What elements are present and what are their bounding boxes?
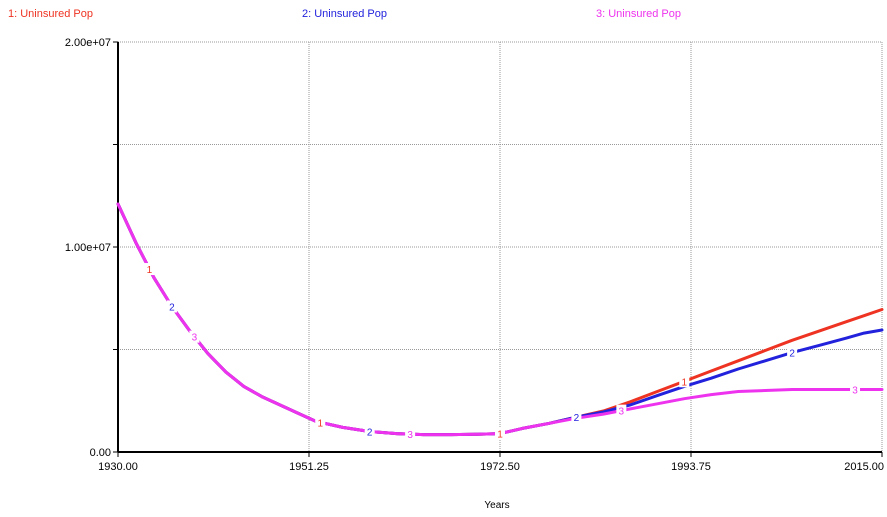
x-axis-title: Years [484,500,509,511]
series-1-marker: 1 [497,430,503,441]
series-3-marker: 3 [619,407,625,418]
series-1-marker-bg [315,416,326,429]
series-1-marker-bg [144,263,155,276]
x-tick-label: 2015.00 [844,461,884,473]
series-2-marker: 2 [574,413,580,424]
series-2-marker: 2 [169,302,175,313]
series-3-line [116,202,884,437]
x-tick-label: 1951.25 [289,461,329,473]
y-tick-label: 1.00e+07 [65,242,111,254]
series-layer: 1 1 1 1 2 2 2 2 3 3 3 3 [116,202,884,441]
series-1-marker: 1 [681,377,687,388]
series-2-marker: 2 [789,349,795,360]
series-2-marker-bg [787,346,798,359]
series-3-marker: 3 [852,385,858,396]
series-1-marker: 1 [147,265,153,276]
series-2-marker: 2 [367,428,373,439]
axes [113,41,883,457]
series-3-marker-bg [850,383,861,396]
x-tick-label: 1972.50 [480,461,520,473]
series-2-marker-bg [166,300,177,313]
legend: 1: Uninsured Pop 2: Uninsured Pop 3: Unins… [8,8,681,20]
legend-entry-3: 3: Uninsured Pop [596,8,681,20]
grid [118,41,883,452]
series-3-marker: 3 [192,333,198,344]
legend-entry-1: 1: Uninsured Pop [8,8,93,20]
x-tick-label: 1930.00 [98,461,138,473]
series-1-marker-bg [495,427,505,440]
series-3-marker: 3 [407,430,413,441]
y-tick-label: 0.00 [90,447,111,459]
series-1-marker: 1 [317,418,323,429]
series-3-marker-bg [189,330,200,343]
series-1-marker-bg [679,375,690,388]
x-tick-label: 1993.75 [671,461,711,473]
tick-labels: 1930.00 1951.25 1972.50 1993.75 2015.00 0.00 1… [65,37,884,473]
series-2-marker-bg [364,425,375,438]
series-3-marker-bg [405,428,416,441]
legend-entry-2: 2: Uninsured Pop [302,8,387,20]
series-3-marker-bg [616,404,627,417]
series-2-marker-bg [571,411,582,424]
y-tick-label: 2.00e+07 [65,37,111,49]
